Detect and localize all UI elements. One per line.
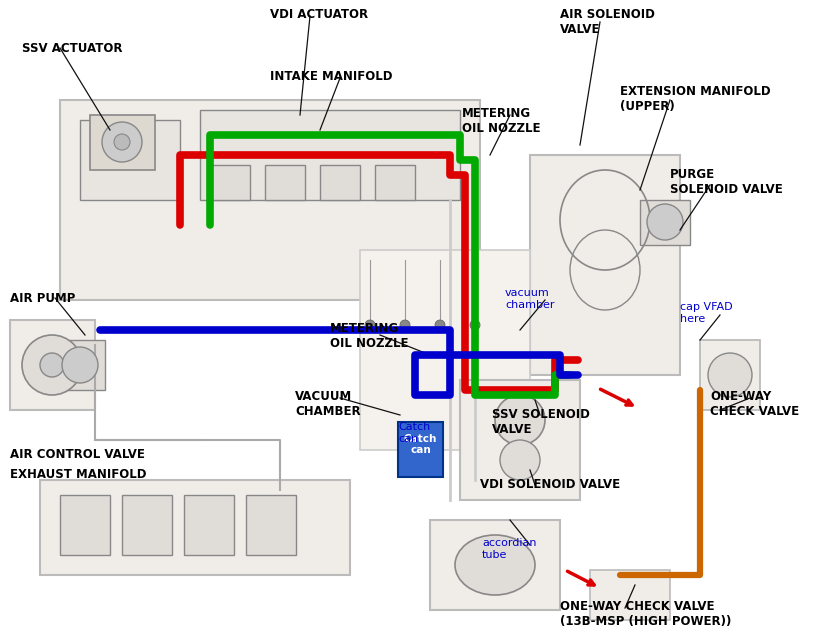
Circle shape — [708, 353, 752, 397]
Circle shape — [365, 320, 375, 330]
Bar — [60, 100, 480, 300]
Text: SSV SOLENOID
VALVE: SSV SOLENOID VALVE — [492, 408, 590, 436]
Text: EXHAUST MANIFOLD: EXHAUST MANIFOLD — [10, 468, 146, 481]
Text: Catch
can: Catch can — [398, 422, 430, 444]
Bar — [375, 165, 415, 200]
Circle shape — [400, 320, 410, 330]
Text: PURGE
SOLENOID VALVE: PURGE SOLENOID VALVE — [670, 168, 783, 196]
Bar — [246, 495, 296, 555]
Bar — [200, 110, 460, 200]
Bar — [210, 165, 250, 200]
Circle shape — [435, 320, 445, 330]
Text: METERING
OIL NOZZLE: METERING OIL NOZZLE — [462, 107, 540, 135]
Circle shape — [500, 440, 540, 480]
Bar — [320, 165, 360, 200]
Text: ONE-WAY
CHECK VALVE: ONE-WAY CHECK VALVE — [710, 390, 799, 418]
Bar — [184, 495, 234, 555]
Bar — [122, 495, 172, 555]
Circle shape — [62, 347, 98, 383]
Text: VDI SOLENOID VALVE: VDI SOLENOID VALVE — [480, 478, 620, 491]
Ellipse shape — [455, 535, 535, 595]
Text: VDI ACTUATOR: VDI ACTUATOR — [270, 8, 368, 21]
Bar — [80, 120, 180, 200]
Text: accordian
tube: accordian tube — [482, 538, 537, 559]
Bar — [60, 495, 110, 555]
Text: METERING
OIL NOZZLE: METERING OIL NOZZLE — [330, 322, 409, 350]
Circle shape — [40, 353, 64, 377]
Text: EXTENSION MANIFOLD
(UPPER): EXTENSION MANIFOLD (UPPER) — [620, 85, 771, 113]
Text: SSV ACTUATOR: SSV ACTUATOR — [22, 42, 122, 55]
Text: ONE-WAY CHECK VALVE
(13B-MSP (HIGH POWER)): ONE-WAY CHECK VALVE (13B-MSP (HIGH POWER… — [560, 600, 731, 628]
Bar — [360, 250, 530, 450]
Circle shape — [102, 122, 142, 162]
Circle shape — [114, 134, 130, 150]
Bar — [430, 520, 560, 610]
Bar — [590, 570, 670, 620]
Bar — [90, 115, 155, 170]
Text: AIR SOLENOID
VALVE: AIR SOLENOID VALVE — [560, 8, 655, 36]
Bar — [700, 340, 760, 410]
Bar — [265, 165, 305, 200]
Bar — [640, 200, 690, 245]
Text: cap VFAD
here: cap VFAD here — [680, 302, 733, 324]
Circle shape — [647, 204, 683, 240]
Text: AIR PUMP: AIR PUMP — [10, 292, 75, 305]
Circle shape — [470, 320, 480, 330]
Text: vacuum
chamber: vacuum chamber — [505, 288, 554, 309]
Text: AIR CONTROL VALVE: AIR CONTROL VALVE — [10, 448, 145, 461]
Bar — [460, 380, 580, 500]
Bar — [40, 480, 350, 575]
Bar — [55, 340, 105, 390]
Bar — [398, 422, 443, 477]
Circle shape — [22, 335, 82, 395]
Bar — [530, 155, 680, 375]
Bar — [10, 320, 95, 410]
Text: Catch
can: Catch can — [404, 433, 437, 455]
Circle shape — [495, 395, 545, 445]
Text: INTAKE MANIFOLD: INTAKE MANIFOLD — [270, 70, 392, 83]
Text: VACUUM
CHAMBER: VACUUM CHAMBER — [295, 390, 361, 418]
